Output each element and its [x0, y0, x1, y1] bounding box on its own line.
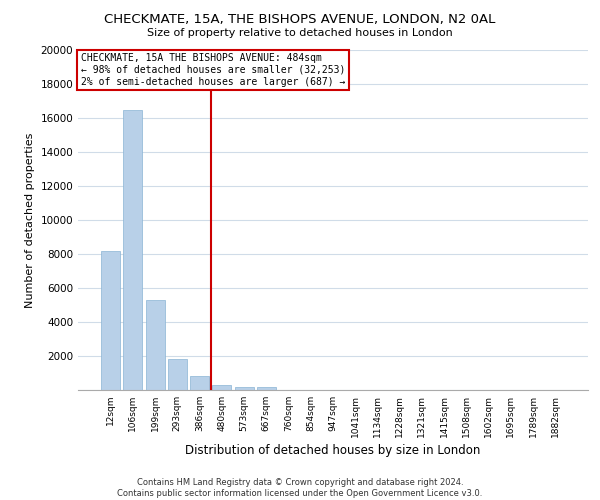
Bar [146, 300, 164, 390]
Bar [124, 110, 142, 390]
Text: CHECKMATE, 15A THE BISHOPS AVENUE: 484sqm
← 98% of detached houses are smaller (: CHECKMATE, 15A THE BISHOPS AVENUE: 484sq… [80, 54, 345, 86]
Bar [190, 376, 209, 390]
X-axis label: Distribution of detached houses by size in London: Distribution of detached houses by size … [185, 444, 481, 457]
Bar [212, 385, 231, 390]
Bar [257, 388, 276, 390]
Bar [235, 386, 254, 390]
Text: CHECKMATE, 15A, THE BISHOPS AVENUE, LONDON, N2 0AL: CHECKMATE, 15A, THE BISHOPS AVENUE, LOND… [104, 12, 496, 26]
Bar [168, 360, 187, 390]
Y-axis label: Number of detached properties: Number of detached properties [25, 132, 35, 308]
Text: Contains HM Land Registry data © Crown copyright and database right 2024.
Contai: Contains HM Land Registry data © Crown c… [118, 478, 482, 498]
Text: Size of property relative to detached houses in London: Size of property relative to detached ho… [147, 28, 453, 38]
Bar [101, 250, 120, 390]
